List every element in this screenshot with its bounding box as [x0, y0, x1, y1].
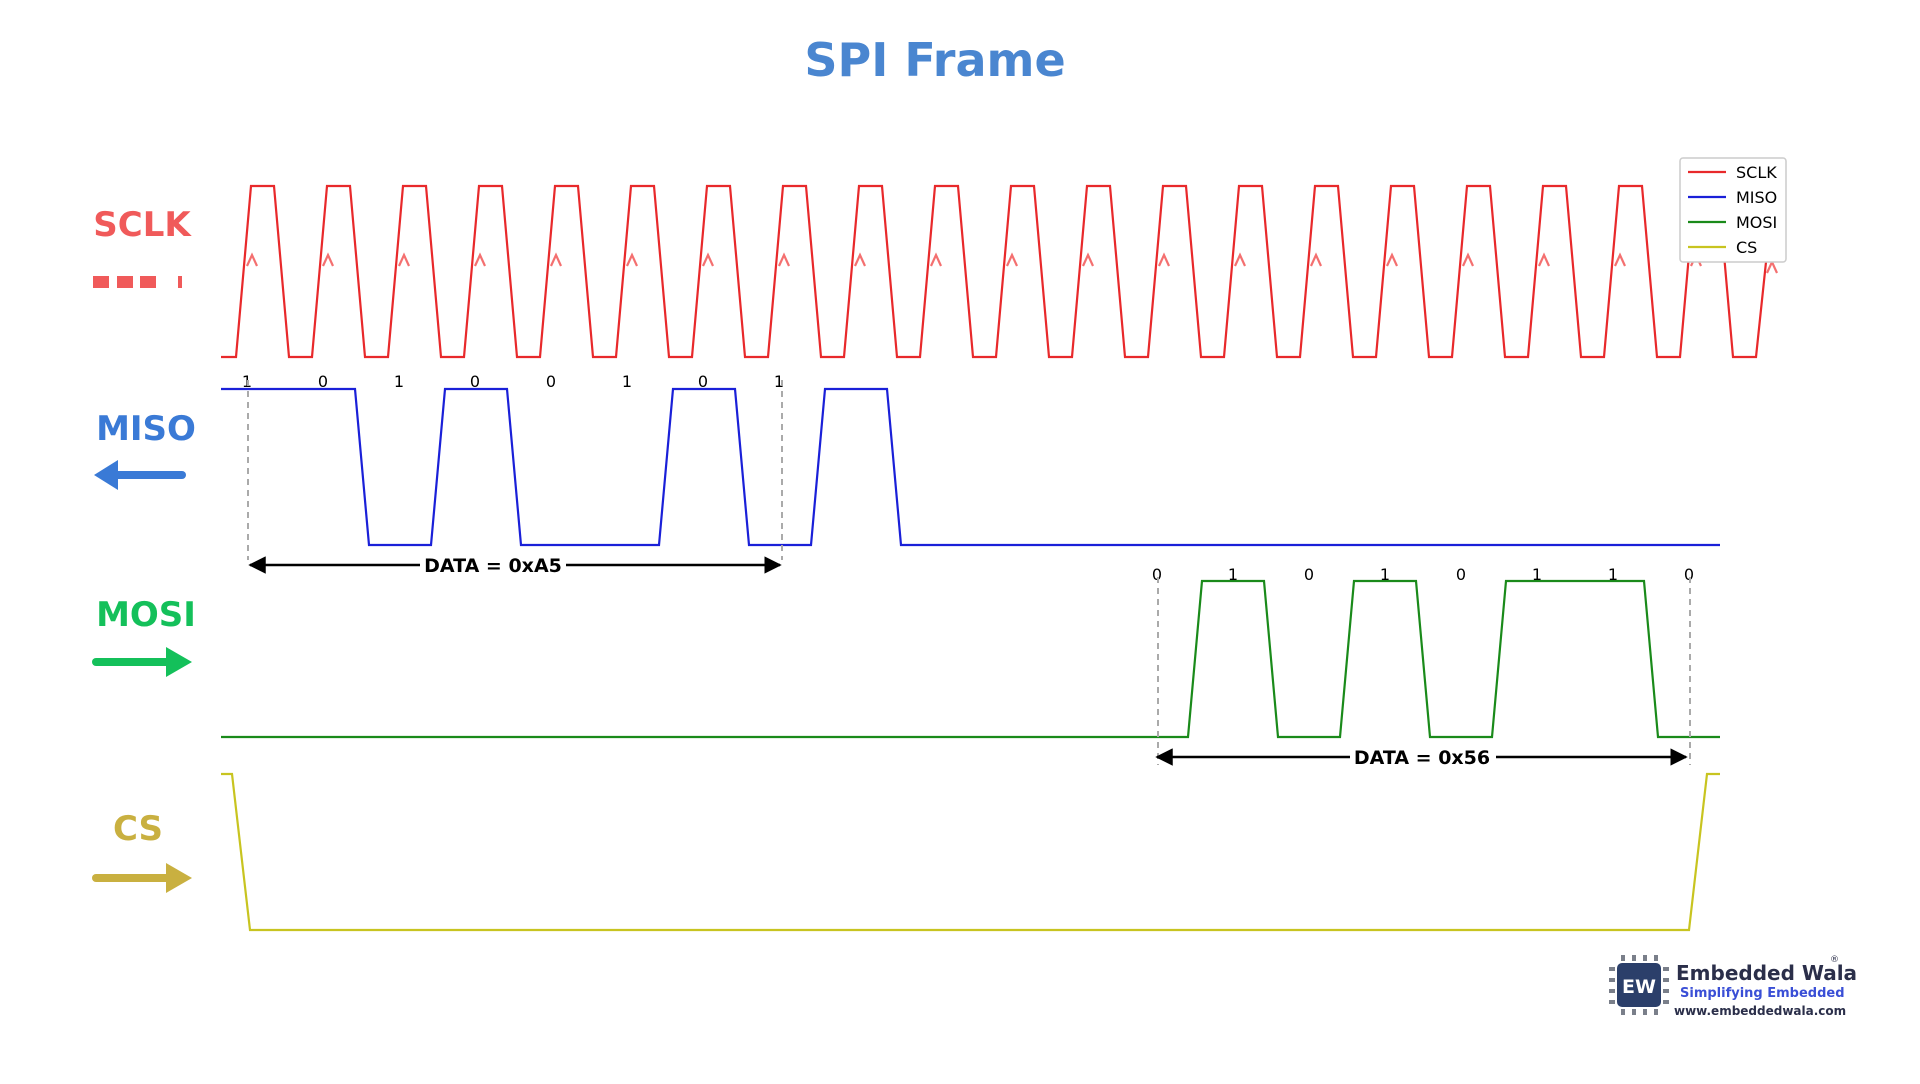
legend-label: MOSI — [1736, 213, 1777, 232]
legend: SCLK MISO MOSI CS — [1679, 157, 1787, 263]
frame-guide-lines — [247, 380, 1691, 765]
mosi-waveform — [221, 579, 1720, 739]
rising-edge-arrow — [1385, 252, 1399, 267]
miso-data-span: DATA = 0xA5 — [248, 552, 782, 578]
arrow-right-icon — [92, 863, 192, 893]
miso-waveform — [221, 387, 1720, 547]
legend-label: CS — [1736, 238, 1757, 257]
rising-edge-arrow — [1765, 259, 1779, 274]
legend-label: MISO — [1736, 188, 1777, 207]
rising-edge-arrow — [1157, 252, 1171, 267]
mosi-bit-label: 1 — [1532, 565, 1542, 584]
rising-edge-arrow — [625, 252, 639, 267]
logo-name: Embedded Wala — [1676, 961, 1857, 985]
rising-edge-arrow — [1461, 252, 1475, 267]
mosi-label: MOSI — [96, 595, 196, 635]
cs-trace — [221, 772, 1720, 932]
miso-bit-label: 0 — [470, 372, 480, 391]
miso-bit-label: 0 — [318, 372, 328, 391]
embedded-wala-logo: EW Embedded Wala ® Simplifying Embedded … — [1609, 955, 1857, 1018]
rising-edge-arrow — [1005, 252, 1019, 267]
rising-edge-arrow — [853, 252, 867, 267]
sclk-rising-edge-markers — [245, 252, 1779, 274]
mosi-bit-labels: 0 1 0 1 0 1 1 0 — [1152, 565, 1694, 584]
cs-label: CS — [113, 809, 163, 849]
rising-edge-arrow — [245, 252, 259, 267]
miso-bit-labels: 10100101 — [242, 372, 784, 391]
dash-segment — [93, 276, 109, 288]
mosi-trace — [221, 579, 1720, 739]
miso-bit-label: 1 — [394, 372, 404, 391]
mosi-bit-label: 1 — [1380, 565, 1390, 584]
diagram-title: SPI Frame — [804, 33, 1065, 87]
rising-edge-arrow — [473, 252, 487, 267]
miso-bit-label: 0 — [698, 372, 708, 391]
mosi-bit-label: 0 — [1152, 565, 1162, 584]
logo-badge — [1617, 963, 1661, 1007]
dash-segment — [178, 276, 182, 288]
arrow-left-icon — [94, 460, 186, 490]
miso-data-label: DATA = 0xA5 — [424, 555, 562, 577]
rising-edge-arrow — [701, 252, 715, 267]
chip-icon — [1609, 955, 1669, 1015]
rising-edge-arrow — [1309, 252, 1323, 267]
rising-edge-arrow — [1613, 252, 1627, 267]
rising-edge-arrow — [321, 252, 335, 267]
mosi-bit-label: 1 — [1228, 565, 1238, 584]
dashed-line-icon — [93, 276, 182, 288]
dash-segment — [117, 276, 133, 288]
logo-url: www.embeddedwala.com — [1674, 1004, 1846, 1018]
mosi-bit-label: 0 — [1684, 565, 1694, 584]
logo-badge-text: EW — [1622, 976, 1656, 998]
rising-edge-arrow — [777, 252, 791, 267]
dash-segment — [140, 276, 156, 288]
rising-edge-arrow — [549, 252, 563, 267]
miso-label: MISO — [96, 409, 196, 449]
cs-waveform — [221, 772, 1720, 932]
mosi-data-label: DATA = 0x56 — [1354, 747, 1490, 769]
sclk-trace — [221, 184, 1776, 359]
rising-edge-arrow — [929, 252, 943, 267]
mosi-data-span: DATA = 0x56 — [1155, 744, 1688, 770]
miso-bit-label: 0 — [546, 372, 556, 391]
logo-registered-mark: ® — [1830, 955, 1839, 965]
legend-label: SCLK — [1736, 163, 1777, 182]
sclk-waveform — [221, 184, 1776, 359]
rising-edge-arrow — [1081, 252, 1095, 267]
legend-box — [1679, 157, 1787, 263]
mosi-bit-label: 1 — [1608, 565, 1618, 584]
rising-edge-arrow — [397, 252, 411, 267]
miso-trace — [221, 387, 1720, 547]
miso-bit-label: 1 — [774, 372, 784, 391]
sclk-label: SCLK — [93, 205, 192, 245]
rising-edge-arrow — [1537, 252, 1551, 267]
miso-bit-label: 1 — [622, 372, 632, 391]
rising-edge-arrow — [1233, 252, 1247, 267]
mosi-bit-label: 0 — [1304, 565, 1314, 584]
mosi-bit-label: 0 — [1456, 565, 1466, 584]
logo-tagline: Simplifying Embedded — [1680, 986, 1845, 1001]
arrow-right-icon — [92, 647, 192, 677]
